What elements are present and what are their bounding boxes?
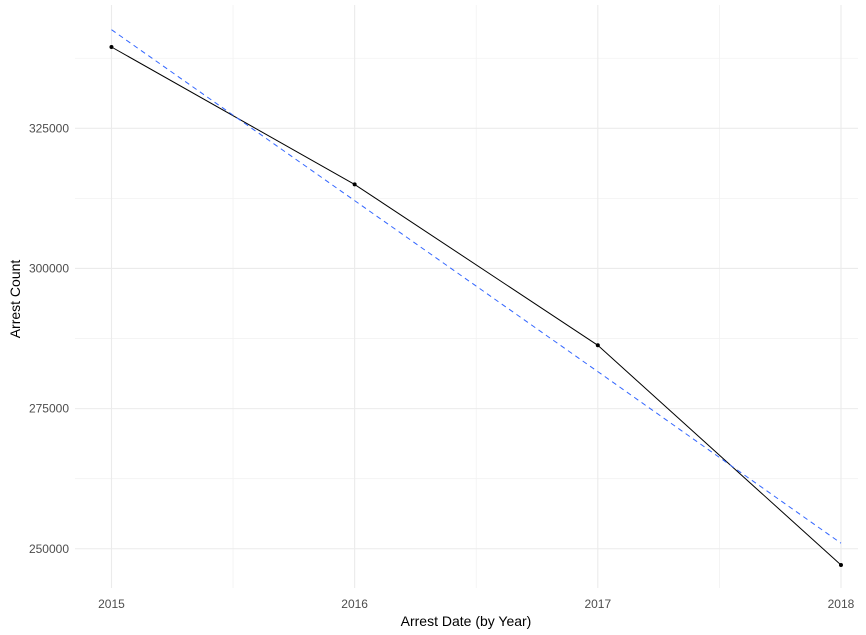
data-point	[109, 45, 114, 50]
minor-gridlines	[75, 5, 858, 588]
trend-line	[111, 29, 842, 544]
x-tick-label: 2015	[98, 597, 125, 611]
y-tick-label: 325000	[29, 121, 69, 135]
series-layer	[109, 29, 843, 568]
data-point	[595, 343, 600, 348]
y-tick-label: 250000	[29, 542, 69, 556]
x-tick-label: 2017	[584, 597, 611, 611]
y-tick-label: 300000	[29, 261, 69, 275]
x-tick-label: 2018	[828, 597, 855, 611]
y-axis-title: Arrest Count	[7, 260, 23, 339]
y-tick-label: 275000	[29, 402, 69, 416]
x-axis-tick-labels: 2015 2016 2017 2018	[98, 597, 855, 611]
x-axis-title: Arrest Date (by Year)	[401, 613, 532, 629]
major-gridlines	[75, 5, 858, 588]
data-point	[352, 182, 357, 187]
x-tick-label: 2016	[341, 597, 368, 611]
y-axis-tick-labels: 250000 275000 300000 325000	[29, 121, 69, 555]
data-point	[838, 563, 843, 568]
